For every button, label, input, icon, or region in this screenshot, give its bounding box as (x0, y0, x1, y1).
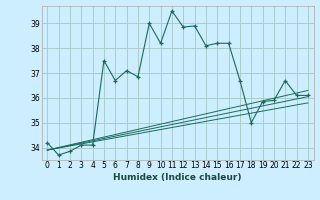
X-axis label: Humidex (Indice chaleur): Humidex (Indice chaleur) (113, 173, 242, 182)
